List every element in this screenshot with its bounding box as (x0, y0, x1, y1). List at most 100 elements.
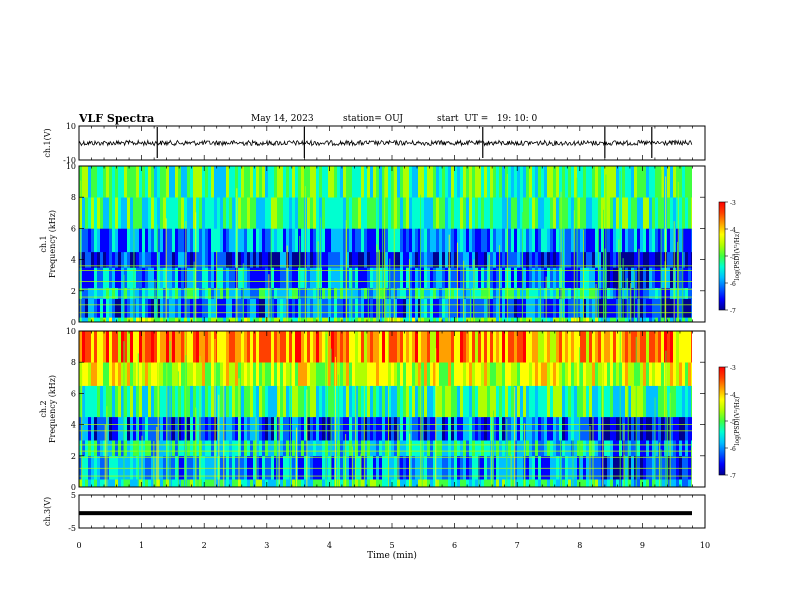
ch1-spectrogram-cell (511, 298, 515, 318)
ch2-spectrogram-cell (613, 416, 617, 441)
ch2-spectrogram-cell (103, 362, 107, 386)
ch1-spectrogram-cell (142, 267, 146, 288)
ch2-spectrogram-cell (640, 416, 644, 441)
ch1-spectrogram-cell (568, 287, 572, 299)
ch1-spectrogram-cell (205, 251, 209, 268)
ch2-spectrogram-cell (583, 362, 587, 386)
ch2-spectrogram-cell (541, 479, 545, 488)
ch1-spectrogram-cell (175, 267, 179, 288)
ch2-spectrogram-cell (649, 385, 653, 418)
ch1-spectrogram-cell (106, 298, 110, 318)
ch1-spectrogram-cell (130, 267, 134, 288)
ch2-spectrogram-cell (256, 479, 260, 488)
ch1-spectrogram-cell (229, 197, 233, 229)
ch2-spectrogram-cell (535, 331, 539, 363)
ch1-spectrogram-cell (463, 267, 467, 288)
ch1-spectrogram-cell (625, 228, 629, 253)
ch1-spectrogram-cell (529, 298, 533, 318)
ch1-spectrogram-cell (88, 228, 92, 253)
ch1-spectrogram-cell (409, 267, 413, 288)
ch1-spectrogram-cell (532, 228, 536, 253)
ch2-spectrogram-cell (169, 331, 173, 363)
ch1-spectrogram-cell (301, 317, 305, 323)
ch2-spectrogram-cell (262, 362, 266, 386)
ch2-spectrogram-cell (223, 455, 227, 480)
ch2-spectrogram-cell (358, 385, 362, 418)
ch2-spectrogram-cell (364, 362, 368, 386)
ch2-spectrogram-cell (229, 440, 233, 457)
ch1-spectrogram-cell (625, 298, 629, 318)
ch1-spectrogram-cell (289, 298, 293, 318)
ch2-spectrogram-cell (310, 440, 314, 457)
ch2-spectrogram-cbar-tick-label: -7 (730, 473, 736, 480)
ch1-spectrogram-cell (382, 267, 386, 288)
ch2-spectrogram-cell (112, 416, 116, 441)
ch1-spectrogram-cell (373, 267, 377, 288)
ch1-spectrogram-cell (490, 287, 494, 299)
ch1-spectrogram-cell (169, 298, 173, 318)
ch1-spectrogram-cell (460, 267, 464, 288)
ch2-spectrogram-cell (169, 455, 173, 480)
ch2-spectrogram-cell (622, 362, 626, 386)
ch2-spectrogram-cell (103, 455, 107, 480)
ch1-spectrogram-cell (400, 287, 404, 299)
ch2-spectrogram-cell (181, 331, 185, 363)
ch2-spectrogram-cell (544, 362, 548, 386)
ch1-spectrogram-cell (202, 267, 206, 288)
ch2-spectrogram-cell (172, 416, 176, 441)
ch1-spectrogram-cell (220, 298, 224, 318)
ch1-spectrogram-cell (616, 197, 620, 229)
ch2-spectrogram-cell (676, 331, 680, 363)
ch1-spectrogram-cell (256, 317, 260, 323)
ch1-spectrogram-cell (160, 166, 164, 198)
ch1-spectrogram-cell (517, 317, 521, 323)
ch2-spectrogram-cell (436, 479, 440, 488)
ch1-spectrogram-cell (100, 197, 104, 229)
ch1-spectrogram-cell (487, 197, 491, 229)
ch2-spectrogram-cell (424, 416, 428, 441)
ch2-spectrogram-cell (361, 331, 365, 363)
ch2-spectrogram-cell (526, 455, 530, 480)
ch1-spectrogram-cell (292, 287, 296, 299)
ch2-spectrogram-cell (430, 479, 434, 488)
ch2-spectrogram-cell (682, 479, 686, 488)
ch2-spectrogram-cell (604, 416, 608, 441)
ch1-spectrogram-cell (445, 228, 449, 253)
ch1-spectrogram-cell (313, 287, 317, 299)
ch2-spectrogram-cell (208, 479, 212, 488)
ch1-spectrogram-cell (400, 298, 404, 318)
ch1-spectrogram-cell (580, 298, 584, 318)
ch2-spectrogram-cell (496, 440, 500, 457)
ch1-spectrogram-cell (100, 228, 104, 253)
ch1-spectrogram-cell (307, 166, 311, 198)
ch1-spectrogram-cell (613, 228, 617, 253)
ch1-spectrogram-cell (118, 317, 122, 323)
ch2-spectrogram-cell (361, 455, 365, 480)
ch2-spectrogram-cell (142, 455, 146, 480)
ch1-spectrogram-cell (436, 197, 440, 229)
ch1-spectrogram-cell (364, 267, 368, 288)
ch2-spectrogram-cell (676, 362, 680, 386)
ch1-spectrogram-cell (193, 228, 197, 253)
ch2-spectrogram-cell (118, 455, 122, 480)
ch2-spectrogram-cell (334, 331, 338, 363)
ch2-spectrogram-cell (193, 440, 197, 457)
ch1-spectrogram-cell (385, 228, 389, 253)
ch1-spectrogram-cell (517, 298, 521, 318)
ch1-spectrogram-cell (199, 298, 203, 318)
ch1-spectrogram-cell (187, 228, 191, 253)
ch2-spectrogram-cell (238, 416, 242, 441)
ch1-spectrogram-cell (478, 197, 482, 229)
ch2-spectrogram-cell (559, 362, 563, 386)
ch1-spectrogram-cell (592, 317, 596, 323)
ch1-spectrogram-cell (445, 166, 449, 198)
ch2-spectrogram-cell (685, 416, 689, 441)
ch1-spectrogram-cell (628, 251, 632, 268)
ch2-spectrogram-cell (298, 416, 302, 441)
ch2-spectrogram-cell (259, 455, 263, 480)
ch1-spectrogram-cell (583, 228, 587, 253)
ch2-spectrogram-cell (610, 331, 614, 363)
ch1-spectrogram-cell (670, 287, 674, 299)
ch1-spectrogram-cell (433, 166, 437, 198)
ch2-spectrogram-cell (676, 385, 680, 418)
